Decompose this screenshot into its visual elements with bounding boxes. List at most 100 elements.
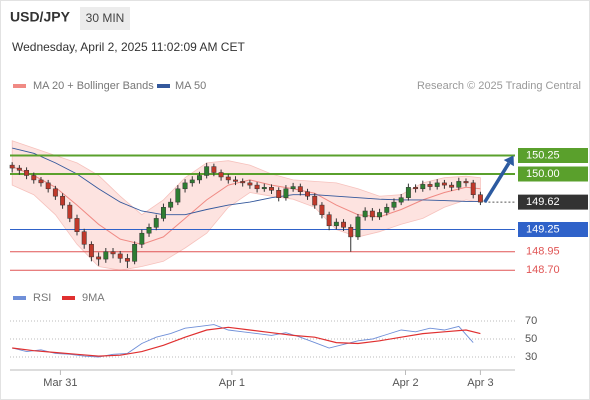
candle-body [96, 256, 102, 260]
x-tick-label: Apr 2 [392, 377, 418, 389]
candle-body [384, 207, 390, 213]
symbol: USD/JPY [10, 9, 71, 25]
ma20-line [12, 166, 481, 245]
candle-body [391, 201, 397, 208]
level-label-box [518, 222, 588, 237]
credit: Research © 2025 Trading Central [417, 80, 581, 92]
candle-body [16, 167, 22, 171]
candle-body [398, 197, 404, 203]
candle-body [117, 253, 123, 259]
candle-body [355, 216, 361, 238]
candle-body [132, 244, 138, 262]
candle-body [103, 251, 109, 260]
candle-body [420, 184, 426, 190]
candle-body [449, 184, 455, 188]
candle-body [434, 182, 440, 187]
candle-body [211, 166, 217, 173]
candle-body [240, 181, 246, 184]
y-tick-label: 50 [525, 333, 537, 345]
last-price-label: 149.62 [526, 196, 560, 208]
candle-body [9, 164, 15, 169]
candle-body [74, 218, 80, 232]
candle-body [45, 182, 51, 190]
candle-body [225, 176, 231, 181]
candle-body [153, 218, 159, 228]
y-tick-label: 30 [525, 351, 537, 363]
level-label: 149.25 [526, 223, 560, 235]
candle-body [297, 186, 303, 193]
level-label: 150.00 [526, 168, 560, 180]
candle-body [160, 207, 166, 219]
legend-label: MA 50 [175, 80, 206, 92]
legend-label: MA 20 + Bollinger Bands [33, 80, 154, 92]
forecast-arrow-head [503, 155, 514, 167]
candle-body [441, 182, 447, 186]
level-label: 148.70 [526, 264, 560, 276]
candle-body [470, 182, 476, 195]
candle-body [67, 204, 73, 219]
candle-body [52, 188, 58, 197]
level-label: 148.95 [526, 246, 560, 258]
legend-swatch [13, 296, 26, 300]
candle-body [283, 188, 289, 198]
candle-body [348, 227, 354, 238]
x-tick-label: Apr 1 [219, 377, 245, 389]
series-line [12, 326, 481, 357]
candle-body [110, 251, 116, 255]
candle-body [477, 194, 483, 203]
candle-body [319, 204, 325, 215]
candle-body [81, 231, 87, 245]
candle-body [333, 221, 339, 227]
candle-body [247, 182, 253, 186]
x-tick-label: Mar 31 [43, 377, 77, 389]
candle-body [60, 195, 66, 206]
candle-body [341, 221, 346, 228]
candle-body [182, 182, 188, 190]
candle-body [197, 175, 202, 181]
x-tick-label: Apr 3 [467, 377, 493, 389]
candle-body [276, 190, 282, 198]
candle-body [168, 201, 174, 208]
legend-label: RSI [33, 292, 51, 304]
candle-body [290, 186, 296, 190]
timeframe-box [80, 7, 130, 30]
level-label: 150.25 [526, 149, 560, 161]
level-label-box [518, 166, 588, 182]
candle-body [189, 179, 195, 184]
y-tick-label: 70 [525, 315, 537, 327]
level-label-box [518, 148, 588, 163]
forecast-arrow [483, 162, 511, 204]
candle-body [427, 184, 433, 187]
last-price-box [518, 194, 588, 210]
candle-body [24, 170, 30, 176]
series-line [12, 324, 474, 358]
legend-swatch [62, 296, 75, 300]
legend-swatch [13, 84, 26, 88]
candle-body [326, 214, 332, 227]
candle-body [146, 227, 152, 234]
candle-body [413, 187, 419, 190]
candle-body [38, 179, 44, 184]
candle-body [175, 188, 181, 203]
candle-body [261, 187, 267, 190]
candle-body [305, 191, 310, 197]
candle-body [139, 232, 145, 245]
legend-label: 9MA [82, 292, 105, 304]
candle-body [31, 175, 37, 181]
candle-body [269, 187, 274, 191]
candle-body [204, 166, 210, 176]
timestamp: Wednesday, April 2, 2025 11:02:09 AM CET [12, 40, 245, 54]
candle-body [362, 210, 368, 218]
candle-body [254, 184, 260, 190]
candle-body [463, 181, 469, 184]
legend-swatch [157, 84, 170, 88]
candle-body [233, 179, 238, 182]
candle-body [88, 244, 94, 258]
candle-body [456, 181, 462, 188]
candle-body [369, 210, 375, 218]
candle-body [218, 172, 224, 178]
candle-body [124, 258, 130, 262]
candle-body [312, 195, 318, 206]
candle-body [405, 187, 411, 198]
